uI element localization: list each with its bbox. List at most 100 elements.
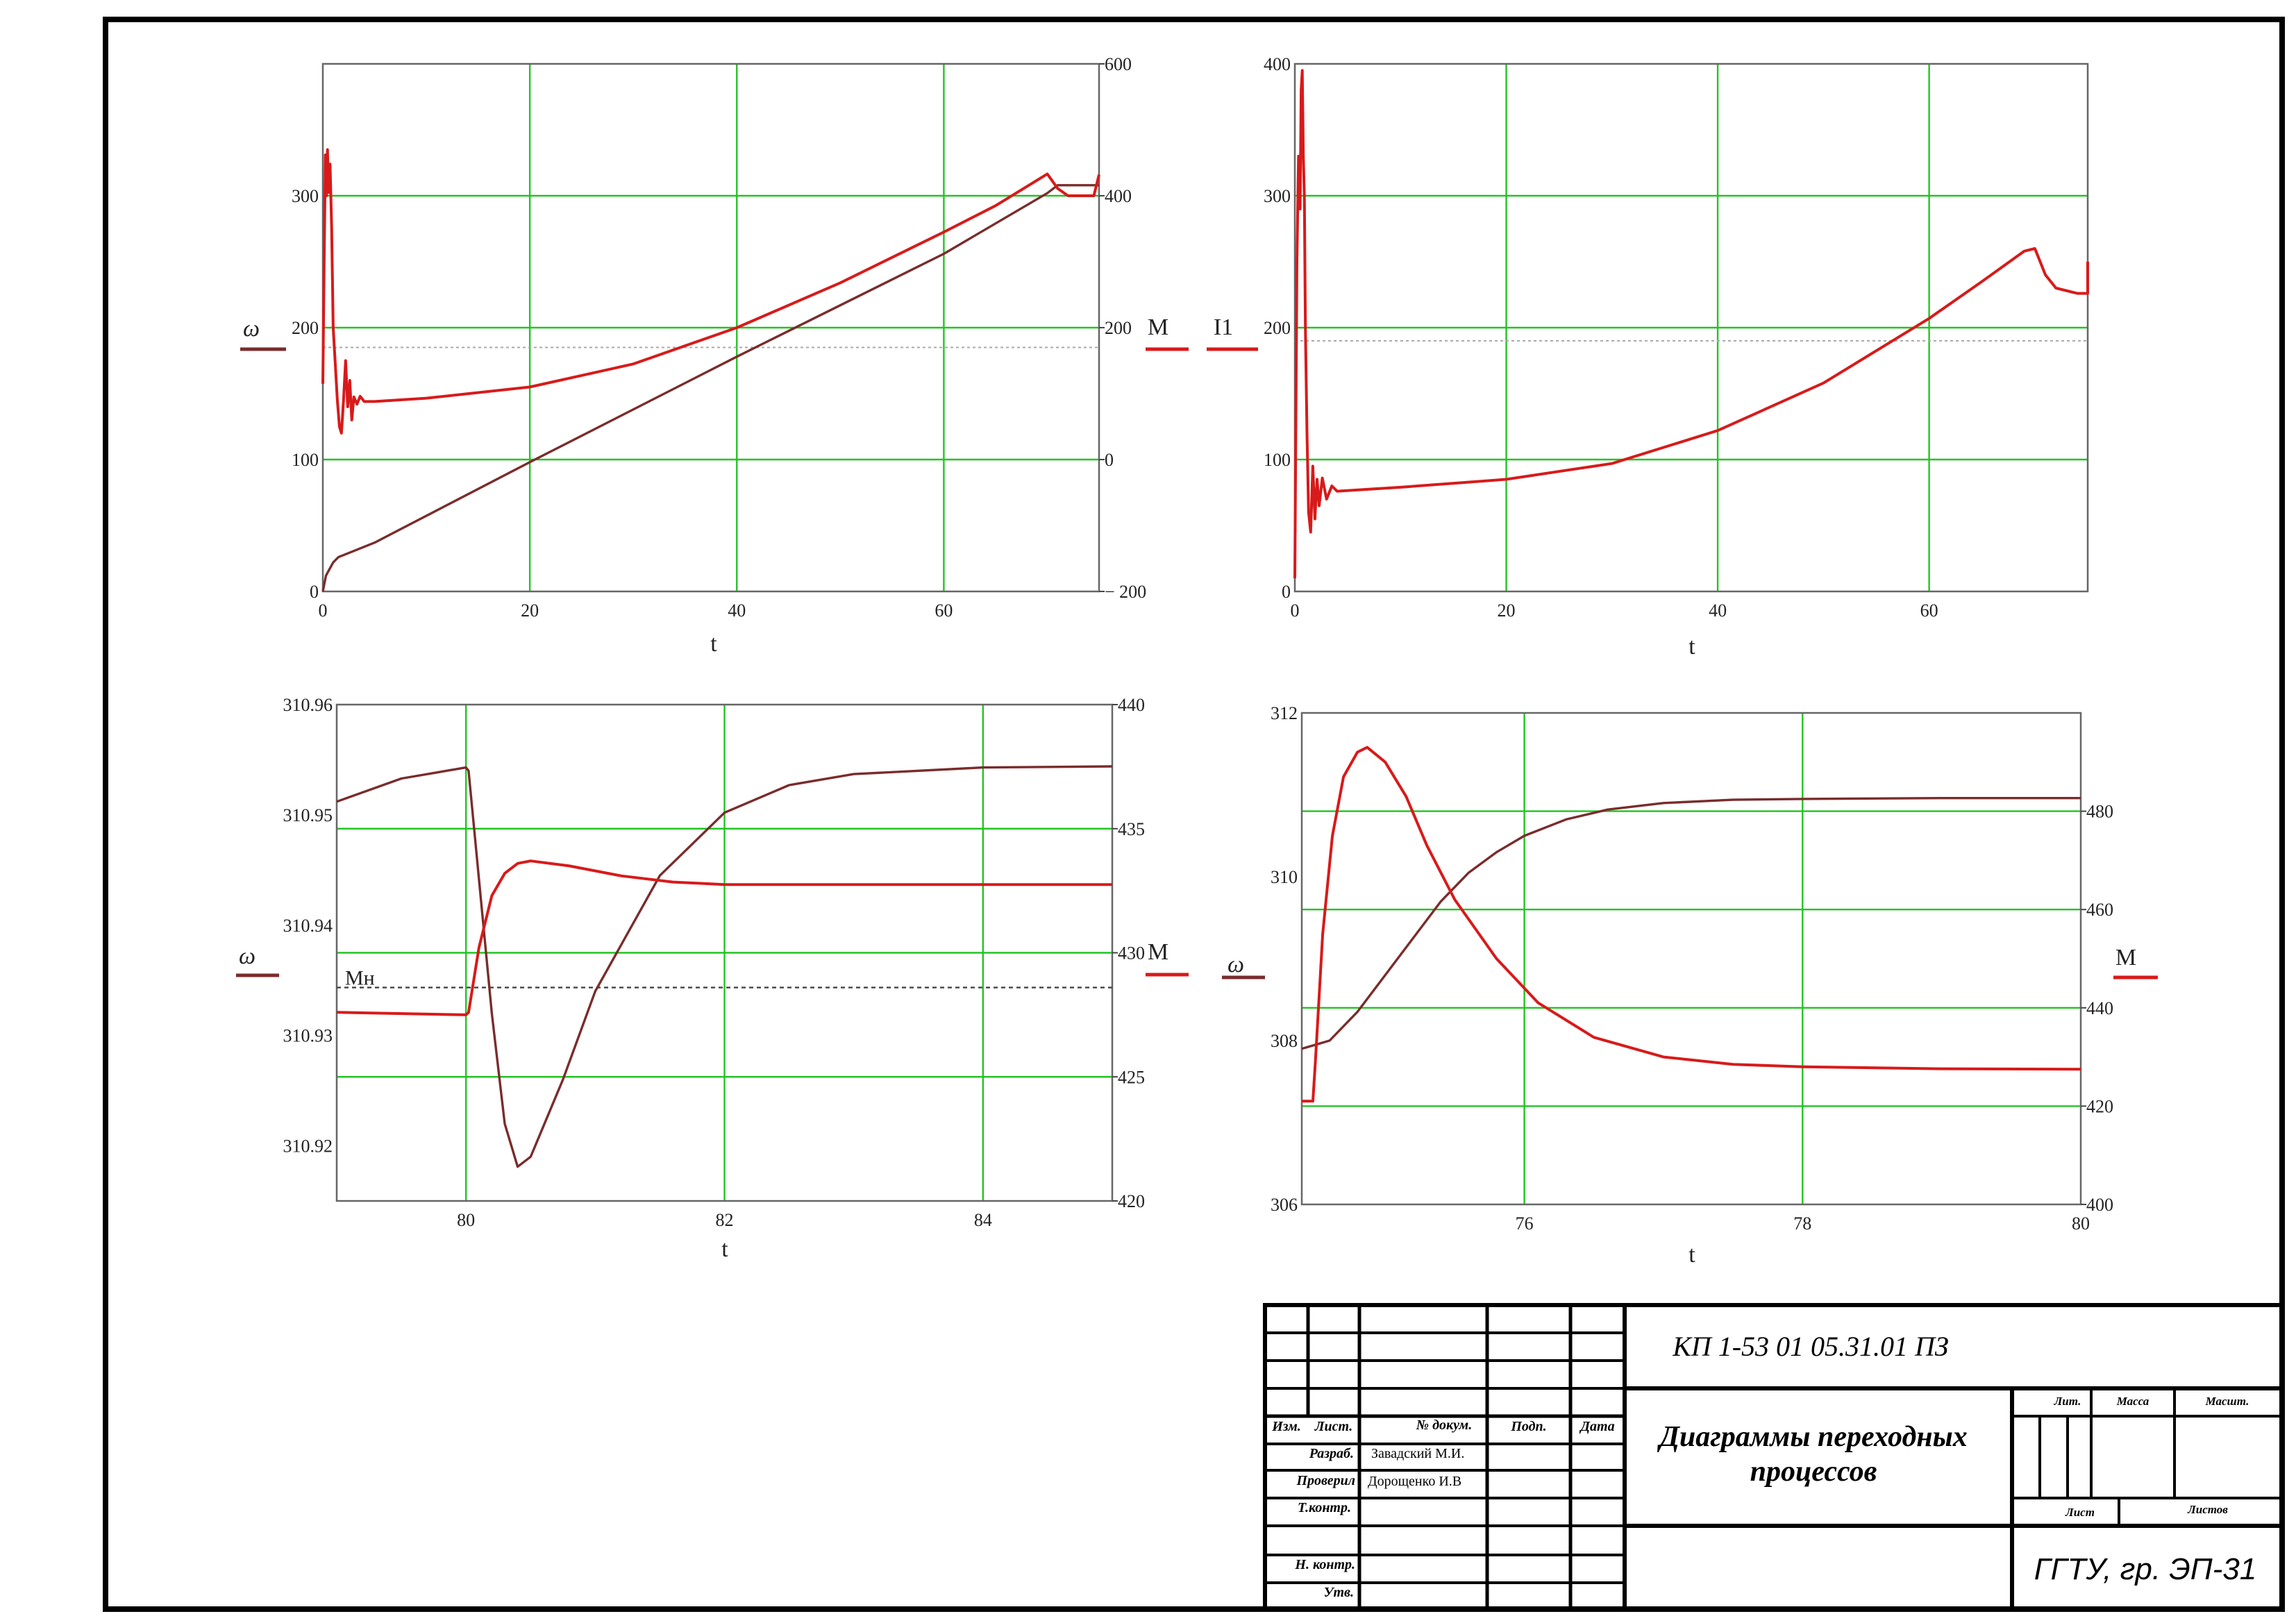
x-tick-label: 40 (728, 600, 746, 621)
y-left-tick-label: 308 (1271, 1031, 1298, 1051)
series-line-2 (321, 148, 1100, 435)
c3-ylabel-left: ω (239, 943, 255, 969)
y-right-tick-label: 425 (1118, 1067, 1145, 1087)
y-right-tick-label: 440 (1118, 695, 1145, 715)
y-left-tick-label: 310.96 (283, 695, 333, 715)
c4-xlabel: t (1689, 1242, 1695, 1268)
stamp-doc-title-2: процессов (1750, 1456, 1877, 1488)
y-left-tick-label: 306 (1271, 1195, 1298, 1215)
chart-speed-torque-zoom-80: ω M t Mн 80 82 84 310.92 310.93 310.94 310.95 31… (236, 695, 1189, 1262)
c2-xlabel: t (1689, 634, 1695, 659)
y-left-tick-label: 0 (1282, 582, 1291, 602)
stamp-listov: Листов (2187, 1503, 2228, 1516)
annotation-mn-label: Mн (345, 967, 375, 990)
stamp-razrab: Разраб. (1309, 1446, 1354, 1461)
stamp-col-izm: Изм. (1271, 1419, 1301, 1434)
y-left-tick-label: 100 (1264, 450, 1291, 470)
stamp-lit: Лит. (2054, 1395, 2081, 1408)
c1-xlabel: t (710, 631, 717, 657)
y-right-tick-label: 200 (1105, 318, 1132, 338)
y-right-tick-label: 440 (2086, 998, 2113, 1018)
stamp-designation: КП 1-53 01 05.31.01 ПЗ (1672, 1331, 1948, 1362)
x-tick-label: 80 (457, 1210, 475, 1230)
stamp-utv: Утв. (1324, 1585, 1354, 1600)
stamp-col-date: Дата (1579, 1419, 1614, 1434)
c4-ylabel-left: ω (1227, 952, 1244, 977)
stamp-nkontr: Н. контр. (1294, 1557, 1355, 1572)
x-tick-label: 60 (935, 600, 953, 621)
sheet-frame (103, 17, 2285, 1612)
x-tick-label: 0 (319, 600, 328, 621)
y-left-tick-label: 300 (1264, 186, 1291, 206)
y-left-tick-label: 310 (1271, 867, 1298, 887)
stamp-tkontr: Т.контр. (1298, 1500, 1351, 1515)
x-tick-label: 82 (716, 1210, 734, 1230)
stamp-col-doc: № докум. (1416, 1418, 1472, 1433)
stamp-razrab-name: Завадский М.И. (1371, 1446, 1464, 1461)
y-left-tick-label: 400 (1264, 54, 1291, 74)
x-tick-label: 20 (1498, 600, 1516, 621)
stamp-masshtab: Масшт. (2205, 1395, 2249, 1408)
x-tick-label: 80 (2072, 1213, 2090, 1234)
y-right-tick-label: − 200 (1105, 582, 1146, 602)
y-left-tick-label: 310.94 (283, 916, 333, 936)
c4-ylabel-right: M (2115, 945, 2136, 970)
c1-ylabel-right: M (1148, 314, 1168, 340)
series-line-1 (321, 184, 1099, 592)
y-left-tick-label: 300 (292, 186, 319, 206)
y-left-tick-label: 200 (1264, 318, 1291, 338)
y-right-tick-label: 460 (2086, 900, 2113, 920)
stamp-col-sign: Подп. (1510, 1419, 1546, 1434)
c1-ylabel-left: ω (243, 316, 260, 342)
stamp-proveril-name: Дорощенко И.В (1368, 1474, 1461, 1489)
grid (1295, 64, 2088, 591)
y-right-tick-label: 480 (2086, 802, 2113, 822)
y-right-tick-label: 0 (1105, 450, 1114, 470)
c3-xlabel: t (721, 1236, 728, 1262)
title-block (1263, 1303, 2284, 1611)
stamp-doc-title-1: Диаграммы переходных (1657, 1421, 1968, 1453)
y-left-tick-label: 310.93 (283, 1026, 333, 1046)
series-line-1 (1293, 69, 2089, 579)
x-tick-label: 0 (1291, 600, 1300, 621)
y-left-tick-label: 200 (292, 318, 319, 338)
chart-speed-torque-zoom-76: ω M t 76 78 80 306 308 310 312 400 420 440 460 480 (1222, 703, 2158, 1268)
c2-ylabel-left: I1 (1214, 314, 1233, 340)
plot-frame (1293, 62, 2089, 593)
series-line-2 (1302, 746, 2081, 1103)
y-right-tick-label: 435 (1118, 819, 1145, 839)
y-left-tick-label: 310.92 (283, 1136, 333, 1157)
y-left-tick-label: 310.95 (283, 805, 333, 825)
stamp-massa: Масса (2116, 1395, 2150, 1408)
plot-frame (1300, 712, 2082, 1206)
x-tick-label: 78 (1793, 1213, 1811, 1234)
series-line-1 (1301, 797, 2081, 1050)
y-right-tick-label: 420 (1118, 1191, 1145, 1211)
stamp-outline (1263, 1303, 2284, 1611)
y-right-tick-label: 420 (2086, 1096, 2113, 1116)
stamp-proveril: Проверил (1296, 1473, 1355, 1488)
stamp-organization: ГГТУ, гр. ЭП-31 (2034, 1552, 2257, 1586)
series-line-2 (336, 859, 1112, 1016)
y-right-tick-label: 400 (2086, 1195, 2113, 1215)
y-right-tick-label: 600 (1105, 54, 1132, 74)
x-tick-label: 20 (521, 600, 539, 621)
title-block-text: КП 1-53 01 05.31.01 ПЗ Диаграммы переход… (1271, 1331, 2256, 1600)
grid (337, 705, 1112, 1201)
y-right-tick-label: 400 (1105, 186, 1132, 206)
y-right-tick-label: 430 (1118, 943, 1145, 964)
chart-current-full: I1 t 0 20 40 60 0 100 200 300 400 (1207, 54, 2089, 659)
x-tick-label: 84 (974, 1210, 992, 1230)
x-tick-label: 60 (1920, 600, 1938, 621)
y-left-tick-label: 100 (292, 450, 319, 470)
c3-ylabel-right: M (1148, 939, 1168, 965)
grid (323, 64, 1099, 591)
series-line-1 (336, 765, 1113, 1168)
x-tick-label: 40 (1709, 600, 1727, 621)
x-tick-label: 76 (1516, 1213, 1534, 1234)
y-left-tick-label: 0 (310, 582, 319, 602)
y-left-tick-label: 312 (1271, 703, 1298, 723)
stamp-col-list: Лист. (1314, 1419, 1353, 1434)
